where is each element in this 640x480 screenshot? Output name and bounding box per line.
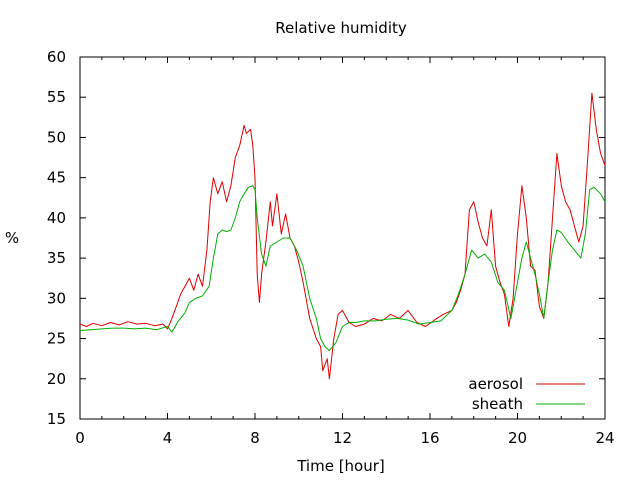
y-axis-label: % [5, 229, 19, 247]
y-axis: 15 20 25 30 35 40 45 50 55 60 [47, 48, 605, 428]
x-tick-label: 8 [250, 429, 260, 447]
x-tick-label: 0 [75, 429, 85, 447]
x-axis: 0 4 8 12 16 20 24 [75, 57, 615, 447]
x-tick-label: 24 [595, 429, 614, 447]
y-tick-label: 45 [47, 169, 66, 187]
y-tick-label: 15 [47, 410, 66, 428]
y-tick-label: 40 [47, 209, 66, 227]
y-tick-label: 25 [47, 330, 66, 348]
y-tick-label: 30 [47, 289, 66, 307]
x-tick-label: 4 [163, 429, 173, 447]
series-line-sheath [79, 185, 606, 352]
y-tick-label: 50 [47, 128, 66, 146]
x-tick-label: 12 [333, 429, 352, 447]
y-tick-label: 55 [47, 88, 66, 106]
y-tick-label: 60 [47, 48, 66, 66]
chart-title: Relative humidity [275, 19, 407, 37]
series-lines [79, 92, 606, 380]
y-tick-label: 20 [47, 370, 66, 388]
plot-frame [79, 56, 606, 420]
legend-label-aerosol: aerosol [468, 375, 523, 393]
legend-label-sheath: sheath [472, 395, 523, 413]
y-tick-label: 35 [47, 249, 66, 267]
legend: aerosol sheath [468, 375, 585, 413]
series-line-aerosol [79, 92, 606, 380]
x-tick-label: 20 [508, 429, 527, 447]
x-axis-label: Time [hour] [296, 457, 385, 475]
x-tick-label: 16 [420, 429, 439, 447]
